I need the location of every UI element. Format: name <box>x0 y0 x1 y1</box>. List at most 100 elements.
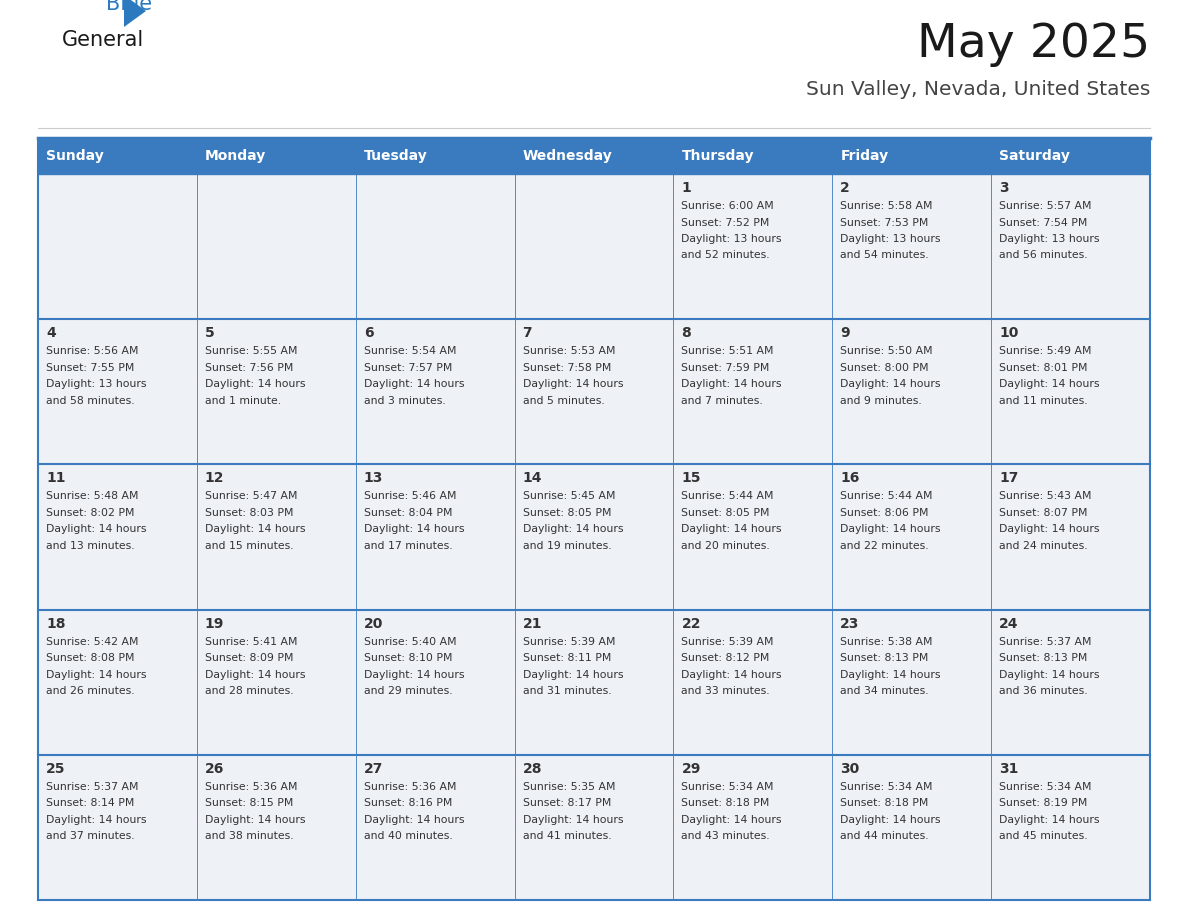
Text: Sunrise: 5:34 AM: Sunrise: 5:34 AM <box>682 782 773 792</box>
Text: and 24 minutes.: and 24 minutes. <box>999 541 1088 551</box>
Text: and 31 minutes.: and 31 minutes. <box>523 686 611 696</box>
Text: and 54 minutes.: and 54 minutes. <box>840 251 929 261</box>
Text: Sunset: 8:03 PM: Sunset: 8:03 PM <box>204 508 293 518</box>
Bar <box>514 610 674 755</box>
Text: Sunset: 8:02 PM: Sunset: 8:02 PM <box>46 508 134 518</box>
Text: 31: 31 <box>999 762 1018 776</box>
Text: Daylight: 14 hours: Daylight: 14 hours <box>999 669 1100 679</box>
Text: Daylight: 14 hours: Daylight: 14 hours <box>523 815 623 824</box>
Text: Saturday: Saturday <box>999 149 1070 163</box>
Text: Sun Valley, Nevada, United States: Sun Valley, Nevada, United States <box>805 80 1150 99</box>
Text: Sunset: 8:13 PM: Sunset: 8:13 PM <box>840 653 929 663</box>
Text: Sunset: 8:16 PM: Sunset: 8:16 PM <box>364 799 453 809</box>
Text: Sunrise: 5:51 AM: Sunrise: 5:51 AM <box>682 346 773 356</box>
Text: and 36 minutes.: and 36 minutes. <box>999 686 1088 696</box>
Text: 16: 16 <box>840 472 860 486</box>
Text: Daylight: 14 hours: Daylight: 14 hours <box>523 379 623 389</box>
Bar <box>38 138 1150 174</box>
Bar <box>514 755 674 900</box>
Bar <box>674 319 833 465</box>
Text: Sunset: 7:59 PM: Sunset: 7:59 PM <box>682 363 770 373</box>
Text: and 17 minutes.: and 17 minutes. <box>364 541 453 551</box>
Text: and 28 minutes.: and 28 minutes. <box>204 686 293 696</box>
Bar <box>38 755 197 900</box>
Text: Sunset: 7:58 PM: Sunset: 7:58 PM <box>523 363 611 373</box>
Bar <box>674 755 833 900</box>
Text: 27: 27 <box>364 762 383 776</box>
Bar <box>991 610 1150 755</box>
Text: and 7 minutes.: and 7 minutes. <box>682 396 763 406</box>
Text: and 38 minutes.: and 38 minutes. <box>204 832 293 841</box>
Text: Sunset: 8:05 PM: Sunset: 8:05 PM <box>523 508 611 518</box>
Text: and 20 minutes.: and 20 minutes. <box>682 541 770 551</box>
Text: Sunset: 7:52 PM: Sunset: 7:52 PM <box>682 218 770 228</box>
Text: Sunday: Sunday <box>46 149 103 163</box>
Text: Daylight: 14 hours: Daylight: 14 hours <box>46 524 146 534</box>
Text: Sunset: 8:18 PM: Sunset: 8:18 PM <box>840 799 929 809</box>
Text: May 2025: May 2025 <box>917 22 1150 67</box>
Text: Thursday: Thursday <box>682 149 754 163</box>
Text: Daylight: 14 hours: Daylight: 14 hours <box>364 379 465 389</box>
Text: 15: 15 <box>682 472 701 486</box>
Text: 8: 8 <box>682 326 691 341</box>
Text: Sunrise: 5:47 AM: Sunrise: 5:47 AM <box>204 491 297 501</box>
Bar <box>38 174 197 319</box>
Bar <box>674 465 833 610</box>
Bar <box>197 174 355 319</box>
Text: Sunset: 8:10 PM: Sunset: 8:10 PM <box>364 653 453 663</box>
Text: and 45 minutes.: and 45 minutes. <box>999 832 1088 841</box>
Text: Daylight: 14 hours: Daylight: 14 hours <box>364 669 465 679</box>
Text: Sunrise: 5:34 AM: Sunrise: 5:34 AM <box>840 782 933 792</box>
Text: Sunrise: 5:37 AM: Sunrise: 5:37 AM <box>999 636 1092 646</box>
Bar <box>197 319 355 465</box>
Text: Sunset: 8:04 PM: Sunset: 8:04 PM <box>364 508 453 518</box>
Text: Sunset: 7:56 PM: Sunset: 7:56 PM <box>204 363 293 373</box>
Text: 3: 3 <box>999 181 1009 195</box>
Text: 29: 29 <box>682 762 701 776</box>
Text: Sunrise: 5:37 AM: Sunrise: 5:37 AM <box>46 782 139 792</box>
Text: and 19 minutes.: and 19 minutes. <box>523 541 611 551</box>
Text: Sunset: 8:17 PM: Sunset: 8:17 PM <box>523 799 611 809</box>
Bar <box>991 319 1150 465</box>
Text: Sunset: 8:05 PM: Sunset: 8:05 PM <box>682 508 770 518</box>
Bar <box>674 174 833 319</box>
Text: Sunset: 8:07 PM: Sunset: 8:07 PM <box>999 508 1088 518</box>
Text: 11: 11 <box>46 472 65 486</box>
Text: 4: 4 <box>46 326 56 341</box>
Text: 10: 10 <box>999 326 1018 341</box>
Bar <box>38 465 197 610</box>
Text: Sunrise: 5:34 AM: Sunrise: 5:34 AM <box>999 782 1092 792</box>
Text: 7: 7 <box>523 326 532 341</box>
Text: Sunset: 8:09 PM: Sunset: 8:09 PM <box>204 653 293 663</box>
Text: General: General <box>62 30 144 50</box>
Text: Sunset: 8:08 PM: Sunset: 8:08 PM <box>46 653 134 663</box>
Bar <box>38 610 197 755</box>
Text: 17: 17 <box>999 472 1018 486</box>
Text: Sunrise: 5:46 AM: Sunrise: 5:46 AM <box>364 491 456 501</box>
Text: Daylight: 14 hours: Daylight: 14 hours <box>364 524 465 534</box>
Text: Daylight: 14 hours: Daylight: 14 hours <box>999 815 1100 824</box>
Text: Sunrise: 5:40 AM: Sunrise: 5:40 AM <box>364 636 456 646</box>
Text: Sunrise: 5:36 AM: Sunrise: 5:36 AM <box>204 782 297 792</box>
Text: Sunrise: 5:44 AM: Sunrise: 5:44 AM <box>682 491 773 501</box>
Text: Daylight: 14 hours: Daylight: 14 hours <box>840 524 941 534</box>
Text: and 13 minutes.: and 13 minutes. <box>46 541 134 551</box>
Text: Sunrise: 5:48 AM: Sunrise: 5:48 AM <box>46 491 139 501</box>
Text: Daylight: 14 hours: Daylight: 14 hours <box>840 669 941 679</box>
Text: and 58 minutes.: and 58 minutes. <box>46 396 134 406</box>
Bar <box>833 755 991 900</box>
Text: Monday: Monday <box>204 149 266 163</box>
Text: Daylight: 14 hours: Daylight: 14 hours <box>46 815 146 824</box>
Text: Sunrise: 5:56 AM: Sunrise: 5:56 AM <box>46 346 139 356</box>
Text: Sunrise: 5:38 AM: Sunrise: 5:38 AM <box>840 636 933 646</box>
Text: Sunrise: 5:53 AM: Sunrise: 5:53 AM <box>523 346 615 356</box>
Bar <box>514 465 674 610</box>
Text: Sunrise: 5:54 AM: Sunrise: 5:54 AM <box>364 346 456 356</box>
Text: Sunrise: 6:00 AM: Sunrise: 6:00 AM <box>682 201 775 211</box>
Text: Wednesday: Wednesday <box>523 149 612 163</box>
Text: 19: 19 <box>204 617 225 631</box>
Text: 1: 1 <box>682 181 691 195</box>
Text: 9: 9 <box>840 326 849 341</box>
Text: Daylight: 13 hours: Daylight: 13 hours <box>682 234 782 244</box>
Text: Daylight: 14 hours: Daylight: 14 hours <box>840 815 941 824</box>
